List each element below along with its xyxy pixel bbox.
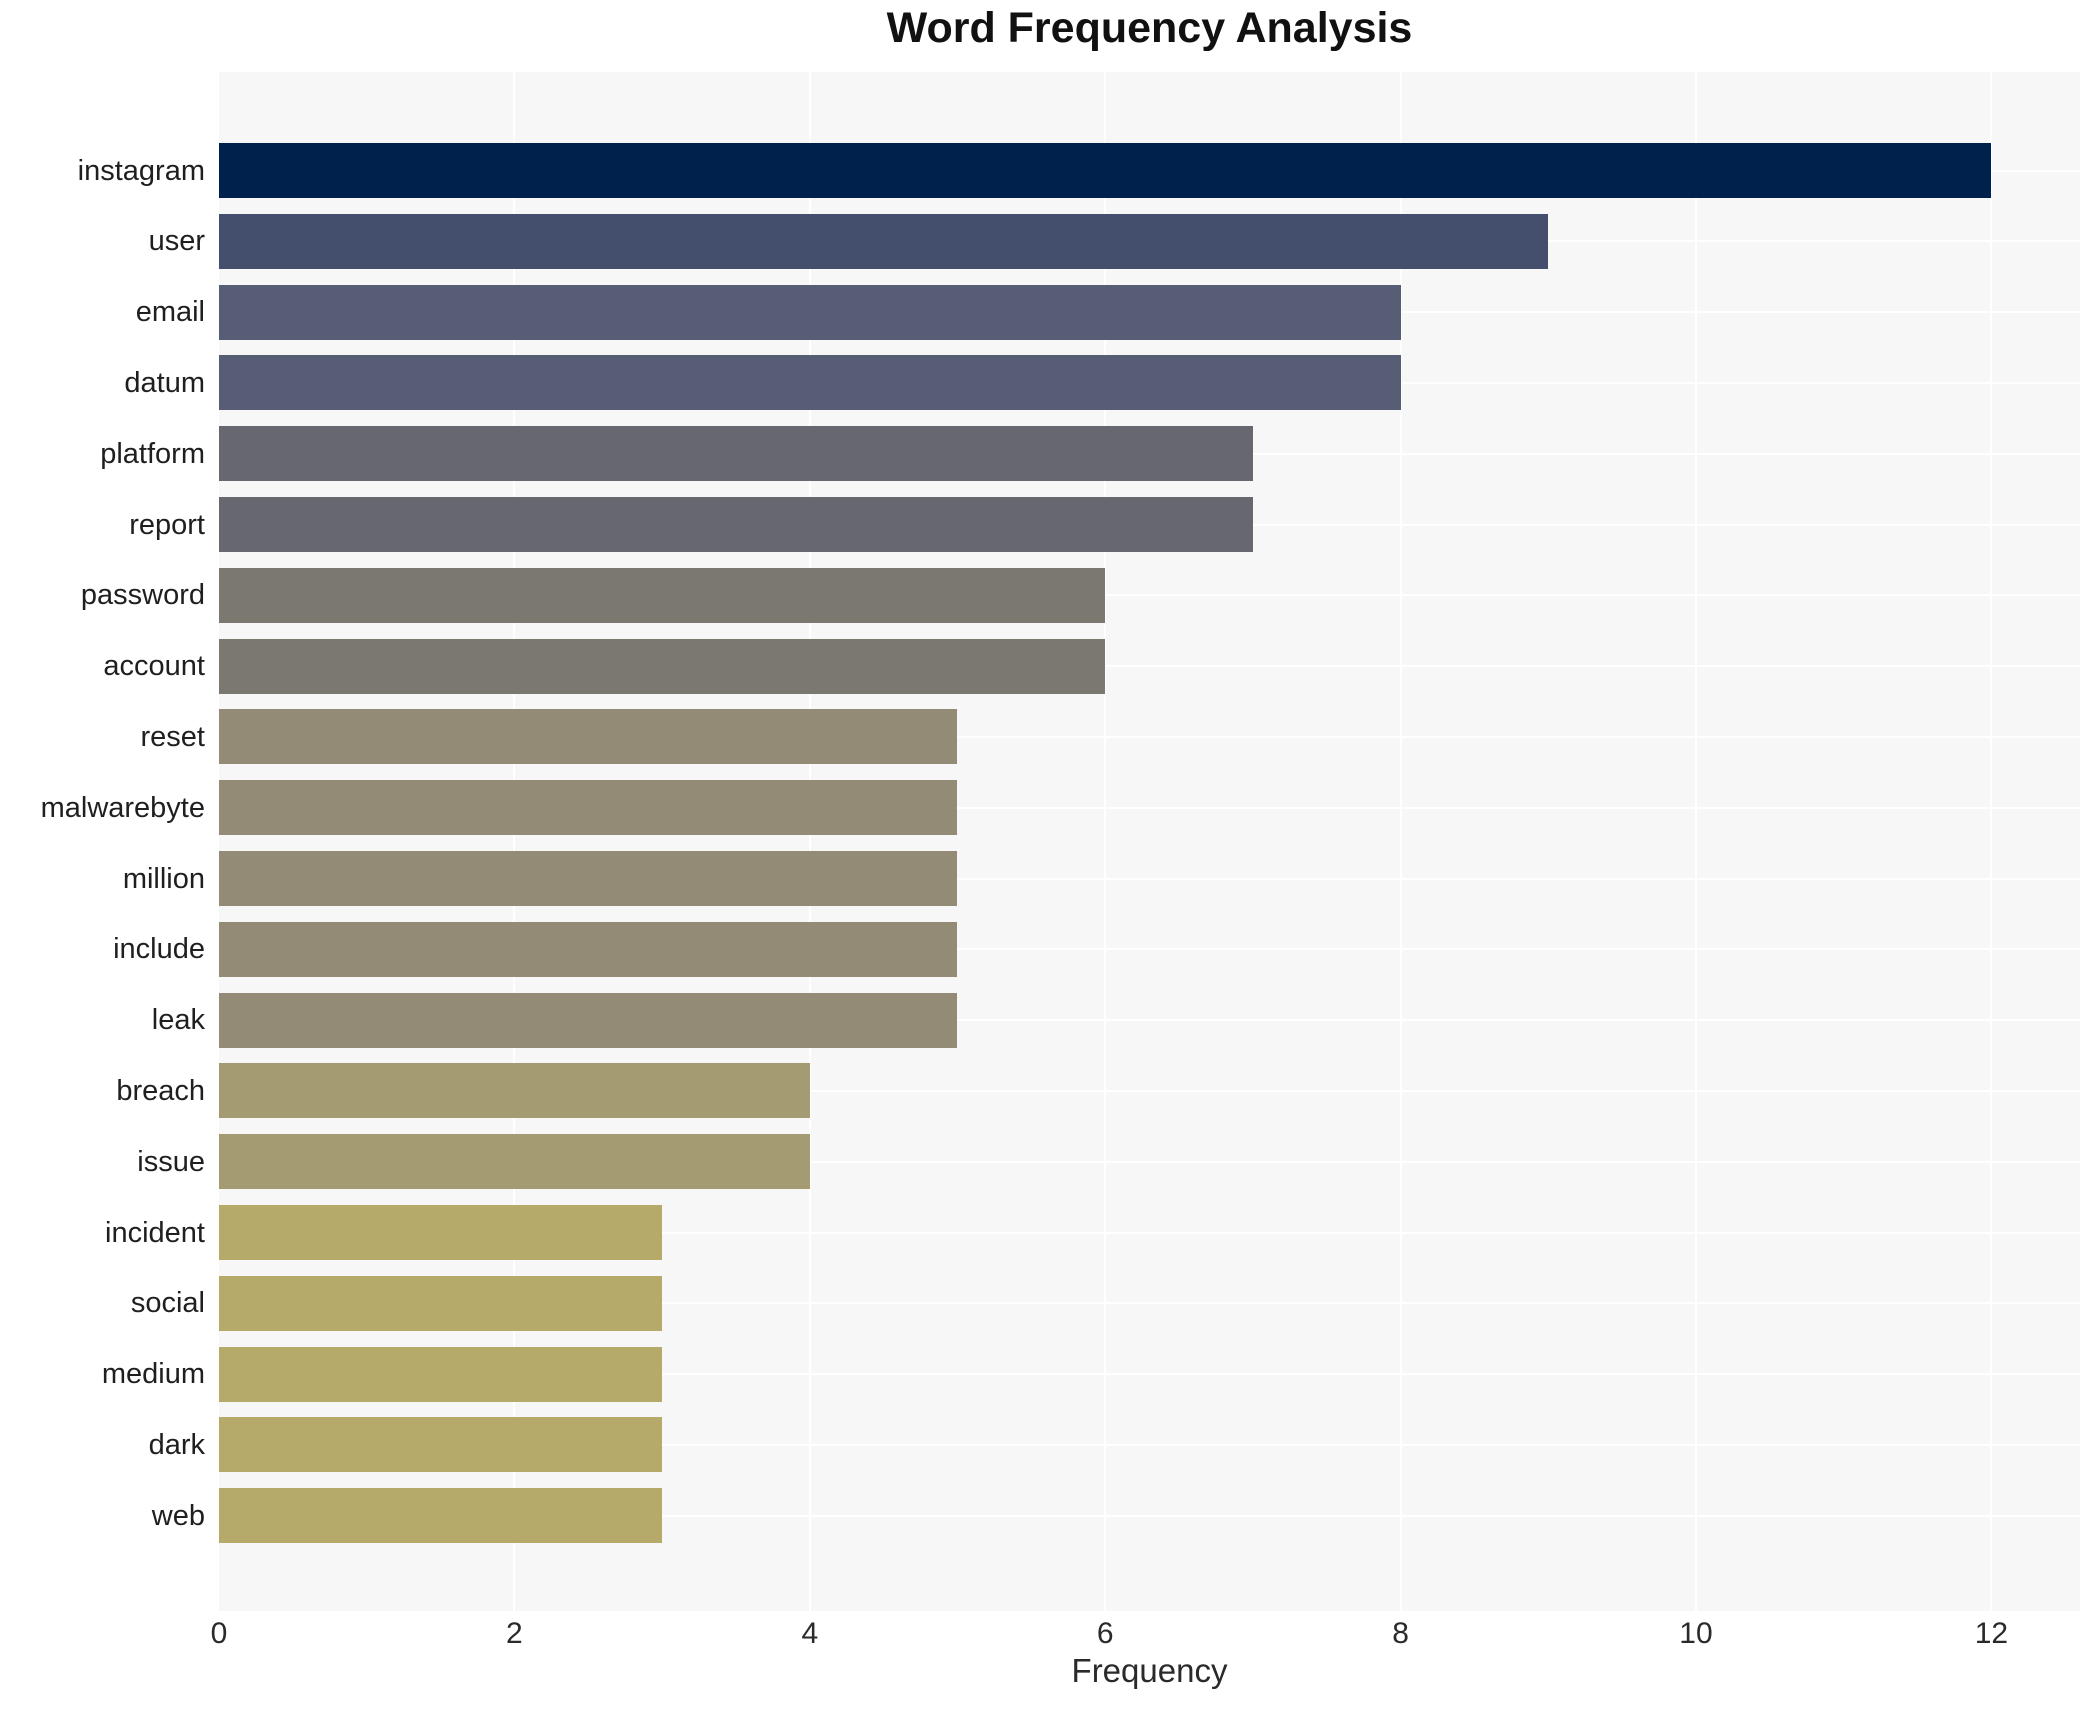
bar-breach: [219, 1063, 810, 1119]
bar-leak: [219, 992, 958, 1048]
bar-instagram: [219, 143, 1992, 198]
x-axis-tick-label-2: 2: [506, 1617, 523, 1650]
gridline-horizontal: [219, 877, 2080, 880]
y-axis-label-leak: leak: [151, 1004, 205, 1037]
y-axis-label-dark: dark: [148, 1428, 205, 1461]
y-axis-label-million: million: [122, 862, 205, 895]
bar-platform: [219, 426, 1253, 482]
gridline-vertical: [808, 72, 811, 1611]
x-axis-tick-label-12: 12: [1974, 1617, 2009, 1650]
bar-issue: [219, 1134, 810, 1190]
gridline-vertical: [1694, 72, 1697, 1611]
y-axis-label-account: account: [103, 650, 205, 683]
y-axis-label-malwarebyte: malwarebyte: [40, 791, 205, 824]
gridline-horizontal: [219, 665, 2080, 668]
gridline-horizontal: [219, 1514, 2080, 1517]
plot-area: [219, 72, 2080, 1611]
gridline-horizontal: [219, 1160, 2080, 1163]
y-axis-label-include: include: [113, 933, 205, 966]
x-axis-tick-label-8: 8: [1392, 1617, 1409, 1650]
bar-million: [219, 851, 958, 906]
bar-include: [219, 921, 958, 977]
bar-datum: [219, 355, 1401, 411]
y-axis-label-breach: breach: [116, 1074, 205, 1107]
bar-medium: [219, 1346, 663, 1402]
bar-user: [219, 213, 1549, 269]
y-axis-label-email: email: [135, 296, 205, 329]
y-axis-label-instagram: instagram: [77, 154, 205, 187]
gridline-horizontal: [219, 1231, 2080, 1234]
gridline-vertical: [513, 72, 516, 1611]
y-axis-label-incident: incident: [105, 1216, 205, 1249]
gridline-horizontal: [219, 948, 2080, 951]
gridline-horizontal: [219, 735, 2080, 738]
bar-report: [219, 497, 1253, 552]
y-axis-label-social: social: [130, 1287, 205, 1320]
y-axis-label-medium: medium: [101, 1358, 205, 1391]
gridline-vertical: [1990, 72, 1993, 1611]
gridline-horizontal: [219, 1373, 2080, 1376]
gridline-vertical: [1399, 72, 1402, 1611]
bar-dark: [219, 1417, 663, 1473]
y-axis-label-platform: platform: [100, 437, 205, 470]
y-axis-label-issue: issue: [137, 1145, 205, 1178]
x-axis-tick-label-0: 0: [210, 1617, 228, 1650]
bar-reset: [219, 709, 958, 765]
bar-email: [219, 284, 1401, 340]
y-axis-label-reset: reset: [140, 720, 205, 753]
y-axis-label-web: web: [151, 1499, 205, 1532]
gridline-horizontal: [219, 1089, 2080, 1092]
x-axis-tick-label-10: 10: [1679, 1617, 1713, 1650]
gridline-horizontal: [219, 1019, 2080, 1022]
bar-account: [219, 638, 1106, 694]
gridline-horizontal: [219, 594, 2080, 597]
gridline-horizontal: [219, 806, 2080, 809]
gridline-vertical: [1104, 72, 1107, 1611]
bar-password: [219, 567, 1106, 623]
gridline-horizontal: [219, 1302, 2080, 1305]
gridline-horizontal: [219, 1443, 2080, 1446]
y-axis-label-password: password: [80, 579, 205, 612]
y-axis-label-user: user: [148, 225, 205, 258]
chart-title: Word Frequency Analysis: [886, 4, 1413, 52]
x-axis-tick-label-4: 4: [801, 1617, 819, 1650]
x-axis-title: Frequency: [1071, 1652, 1228, 1689]
y-axis-label-report: report: [129, 508, 205, 541]
bar-incident: [219, 1205, 663, 1260]
x-axis-tick-label-6: 6: [1096, 1617, 1114, 1650]
bar-web: [219, 1488, 663, 1544]
bar-malwarebyte: [219, 780, 958, 836]
y-axis-label-datum: datum: [124, 366, 205, 399]
bar-social: [219, 1275, 663, 1331]
